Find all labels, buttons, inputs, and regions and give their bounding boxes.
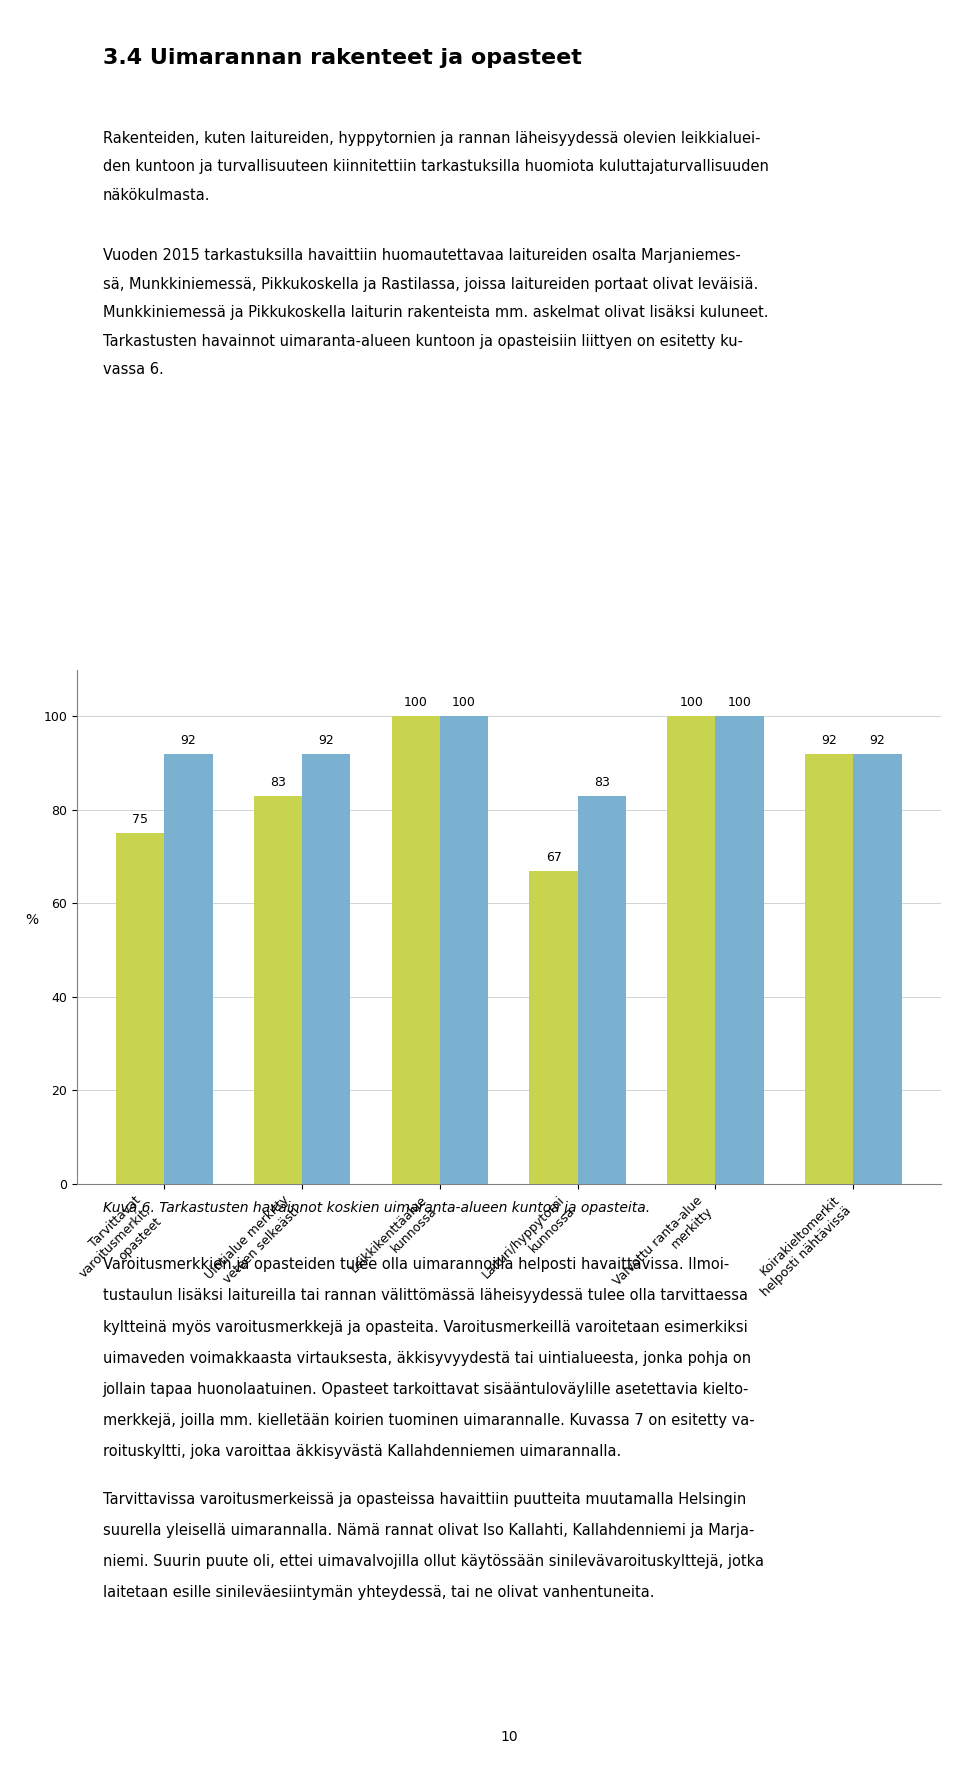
Text: 92: 92 (870, 734, 885, 746)
Bar (805, 753, 853, 1183)
Text: 100: 100 (452, 696, 476, 709)
Text: kyltteinä myös varoitusmerkkejä ja opasteita. Varoitusmerkeillä varoitetaan esim: kyltteinä myös varoitusmerkkejä ja opast… (103, 1319, 748, 1335)
Text: 100: 100 (680, 696, 704, 709)
Bar (578, 796, 626, 1183)
Text: 83: 83 (594, 776, 610, 789)
Bar (530, 871, 578, 1183)
Text: 92: 92 (822, 734, 837, 746)
Text: 83: 83 (270, 776, 286, 789)
Text: 100: 100 (404, 696, 428, 709)
Bar (392, 716, 440, 1183)
Text: 3.4 Uimarannan rakenteet ja opasteet: 3.4 Uimarannan rakenteet ja opasteet (103, 48, 582, 68)
Text: sä, Munkkiniemessä, Pikkukoskella ja Rastilassa, joissa laitureiden portaat oliv: sä, Munkkiniemessä, Pikkukoskella ja Ras… (103, 277, 758, 291)
Text: roituskyltti, joka varoittaa äkkisyvästä Kallahdenniemen uimarannalla.: roituskyltti, joka varoittaa äkkisyvästä… (103, 1444, 621, 1458)
Bar (164, 753, 212, 1183)
Text: laitetaan esille sinileväesiintymän yhteydessä, tai ne olivat vanhentuneita.: laitetaan esille sinileväesiintymän yhte… (103, 1585, 654, 1601)
Text: vassa 6.: vassa 6. (103, 362, 163, 377)
Text: jollain tapaa huonolaatuinen. Opasteet tarkoittavat sisääntuloväylille asetettav: jollain tapaa huonolaatuinen. Opasteet t… (103, 1382, 749, 1396)
Text: 10: 10 (500, 1730, 517, 1744)
Text: merkkejä, joilla mm. kielletään koirien tuominen uimarannalle. Kuvassa 7 on esit: merkkejä, joilla mm. kielletään koirien … (103, 1414, 755, 1428)
Text: näkökulmasta.: näkökulmasta. (103, 187, 210, 203)
Bar (715, 716, 764, 1183)
Bar (667, 716, 715, 1183)
Text: 92: 92 (180, 734, 196, 746)
Text: Tarkastusten havainnot uimaranta-alueen kuntoon ja opasteisiin liittyen on esite: Tarkastusten havainnot uimaranta-alueen … (103, 334, 743, 348)
Bar (116, 834, 164, 1183)
Text: den kuntoon ja turvallisuuteen kiinnitettiin tarkastuksilla huomiota kuluttajatu: den kuntoon ja turvallisuuteen kiinnitet… (103, 159, 769, 175)
Text: 100: 100 (728, 696, 752, 709)
Text: Varoitusmerkkien ja opasteiden tulee olla uimarannoilla helposti havaittavissa. : Varoitusmerkkien ja opasteiden tulee oll… (103, 1257, 729, 1273)
Text: Rakenteiden, kuten laitureiden, hyppytornien ja rannan läheisyydessä olevien lei: Rakenteiden, kuten laitureiden, hyppytor… (103, 130, 760, 146)
Text: suurella yleisellä uimarannalla. Nämä rannat olivat Iso Kallahti, Kallahdenniemi: suurella yleisellä uimarannalla. Nämä ra… (103, 1523, 755, 1539)
Y-axis label: %: % (26, 912, 38, 926)
Text: tustaulun lisäksi laitureilla tai rannan välittömässä läheisyydessä tulee olla t: tustaulun lisäksi laitureilla tai rannan… (103, 1289, 748, 1303)
Text: niemi. Suurin puute oli, ettei uimavalvojilla ollut käytössään sinilevävaroitusk: niemi. Suurin puute oli, ettei uimavalvo… (103, 1555, 764, 1569)
Text: Vuoden 2015 tarkastuksilla havaittiin huomautettavaa laitureiden osalta Marjanie: Vuoden 2015 tarkastuksilla havaittiin hu… (103, 248, 740, 262)
Text: 67: 67 (545, 851, 562, 864)
Bar (302, 753, 350, 1183)
Text: Kuva 6. Tarkastusten havainnot koskien uimaranta-alueen kuntoa ja opasteita.: Kuva 6. Tarkastusten havainnot koskien u… (103, 1201, 650, 1216)
Text: Tarvittavissa varoitusmerkeissä ja opasteissa havaittiin puutteita muutamalla He: Tarvittavissa varoitusmerkeissä ja opast… (103, 1492, 746, 1507)
Bar (253, 796, 302, 1183)
Text: Munkkiniemessä ja Pikkukoskella laiturin rakenteista mm. askelmat olivat lisäksi: Munkkiniemessä ja Pikkukoskella laiturin… (103, 305, 768, 320)
Text: uimaveden voimakkaasta virtauksesta, äkkisyvyydestä tai uintialueesta, jonka poh: uimaveden voimakkaasta virtauksesta, äkk… (103, 1351, 751, 1366)
Bar (853, 753, 901, 1183)
Text: 92: 92 (319, 734, 334, 746)
Text: 75: 75 (132, 814, 148, 826)
Bar (440, 716, 488, 1183)
